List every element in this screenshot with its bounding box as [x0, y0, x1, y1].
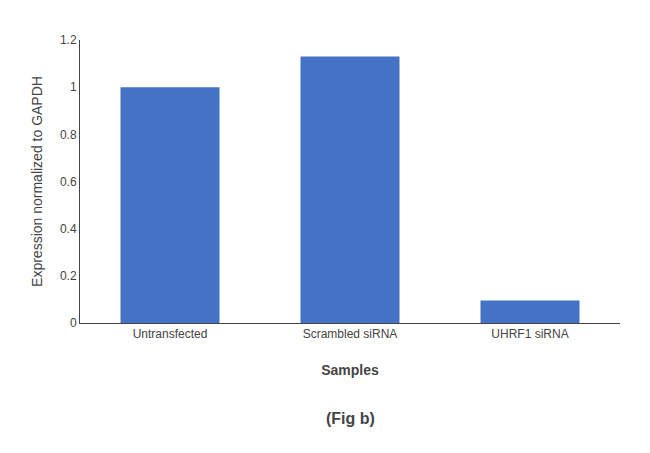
svg-text:Scrambled siRNA: Scrambled siRNA — [303, 327, 398, 341]
svg-text:0.8: 0.8 — [60, 128, 77, 142]
svg-text:Untransfected: Untransfected — [133, 327, 208, 341]
svg-text:0.6: 0.6 — [60, 175, 77, 189]
svg-text:Expression normalized to GAPDH: Expression normalized to GAPDH — [29, 76, 45, 287]
svg-text:(Fig b): (Fig b) — [326, 410, 375, 427]
svg-text:Samples: Samples — [321, 362, 379, 378]
svg-text:1.2: 1.2 — [60, 33, 77, 47]
svg-text:0: 0 — [70, 316, 77, 330]
svg-text:1: 1 — [70, 80, 77, 94]
svg-text:UHRF1 siRNA: UHRF1 siRNA — [491, 327, 568, 341]
svg-text:0.4: 0.4 — [60, 222, 77, 236]
svg-text:0.2: 0.2 — [60, 269, 77, 283]
